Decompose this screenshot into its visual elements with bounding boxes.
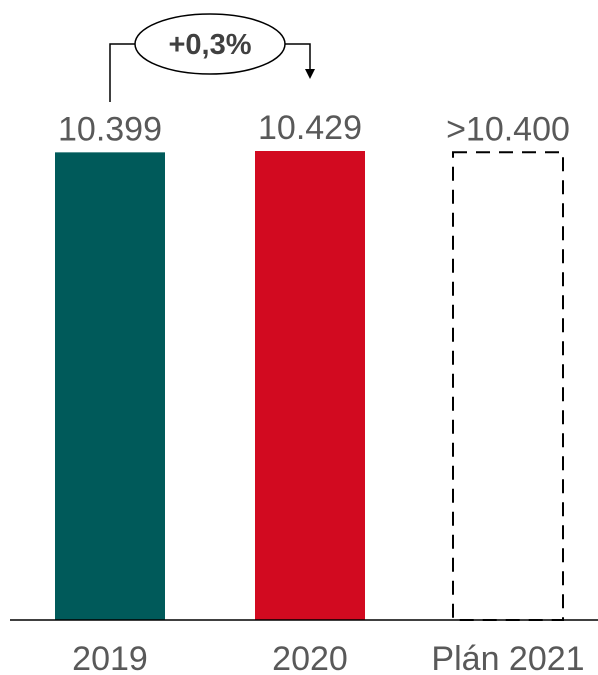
value-label-0: 10.399 bbox=[58, 110, 162, 148]
value-label-2: >10.400 bbox=[446, 110, 570, 148]
value-label-1: 10.429 bbox=[258, 109, 362, 147]
category-label-2: Plán 2021 bbox=[431, 640, 584, 675]
bar-0 bbox=[55, 152, 165, 620]
bar-2 bbox=[452, 151, 564, 622]
annotation-ellipse bbox=[134, 13, 286, 75]
category-label-1: 2020 bbox=[272, 640, 348, 675]
annotation-arrow bbox=[285, 43, 315, 79]
bars-layer bbox=[55, 151, 564, 622]
bar-1 bbox=[255, 151, 365, 620]
category-label-0: 2019 bbox=[72, 640, 148, 675]
growth-label: +0,3% bbox=[168, 29, 251, 61]
growth-annotation: +0,3% bbox=[109, 13, 315, 102]
labels-layer: 10.399 2019 10.429 2020 >10.400 Plán 2021 bbox=[58, 109, 585, 675]
annotation-bracket-left bbox=[109, 43, 135, 102]
